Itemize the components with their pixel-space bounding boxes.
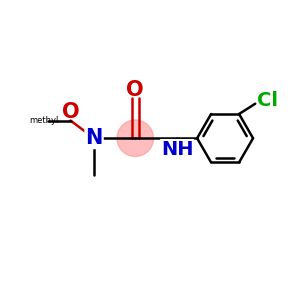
Circle shape [117,120,154,157]
Text: NH: NH [161,140,193,159]
Text: N: N [85,128,103,148]
Text: Cl: Cl [257,91,278,110]
Text: methyl: methyl [29,116,59,125]
Text: O: O [62,102,79,122]
Text: O: O [127,80,144,100]
